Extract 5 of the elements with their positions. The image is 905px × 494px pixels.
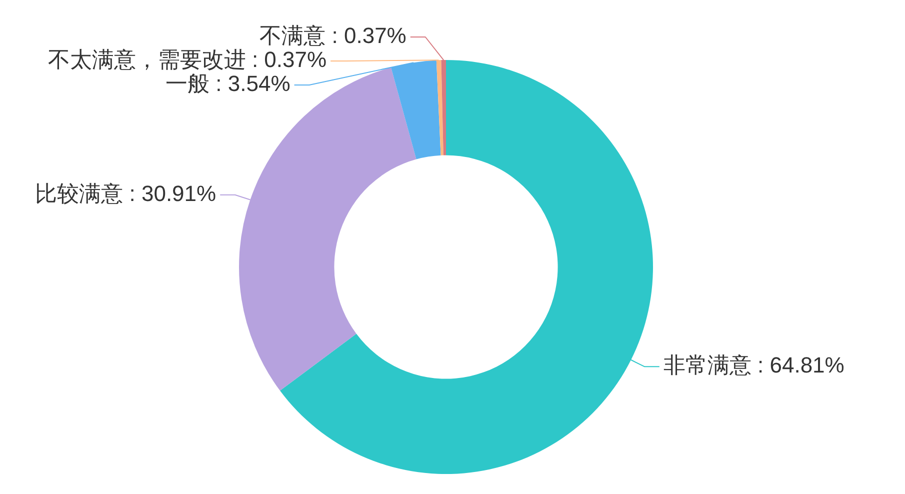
slice-label: 不太满意，需要改进 : 0.37%	[48, 47, 327, 72]
slice-label: 不满意 : 0.37%	[260, 23, 406, 48]
slice-label: 非常满意 : 64.81%	[663, 352, 844, 378]
slice-label: 一般 : 3.54%	[166, 71, 290, 96]
slice-label: 比较满意 : 30.91%	[35, 180, 216, 206]
